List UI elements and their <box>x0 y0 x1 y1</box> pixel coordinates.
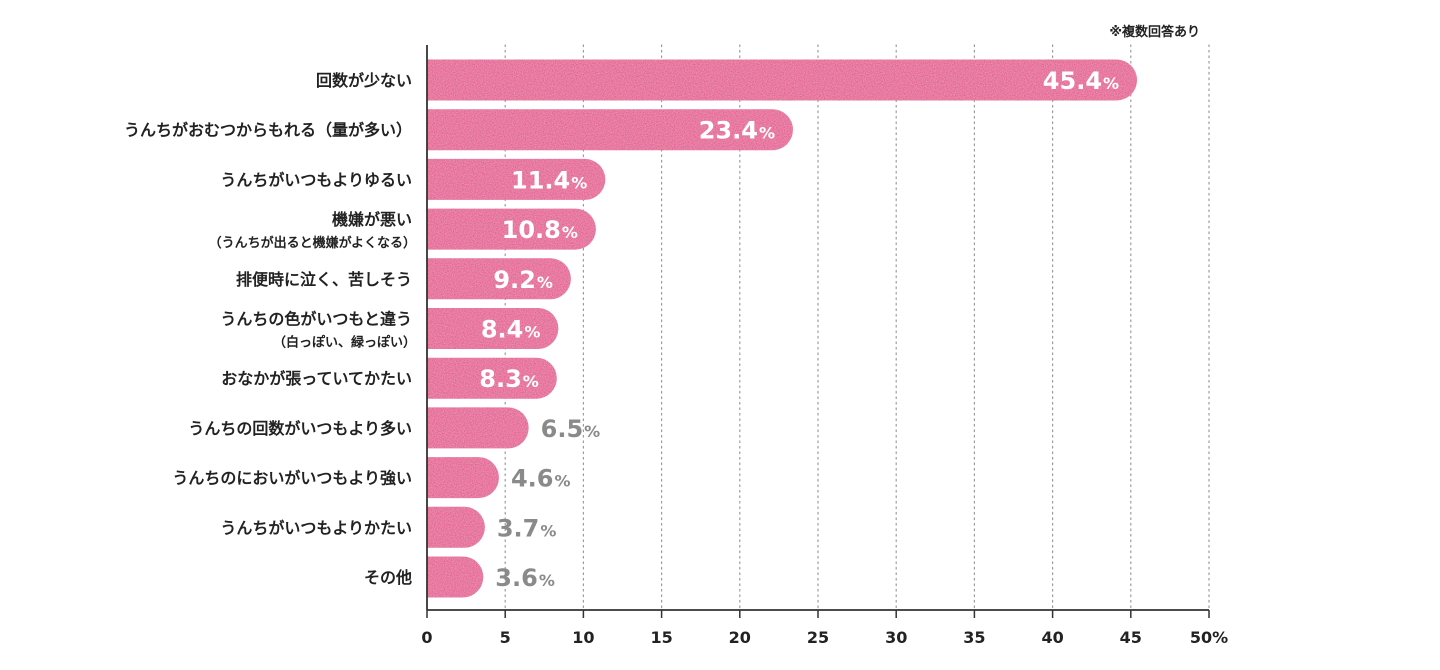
category-label: うんちがいつもよりかたい <box>220 518 412 537</box>
category-label: その他 <box>364 568 412 587</box>
bar <box>427 258 571 300</box>
category-label: 排便時に泣く、苦しそう <box>236 270 412 289</box>
data-label: 4.6% <box>511 465 571 493</box>
axes <box>426 45 1210 618</box>
category-sublabel: （白っぽい、緑っぽい） <box>273 335 416 351</box>
category-label: 機嫌が悪い <box>332 210 412 229</box>
data-label: 3.6% <box>495 564 555 592</box>
data-label: 3.7% <box>497 514 557 542</box>
data-label: 8.3% <box>479 365 539 393</box>
bar <box>427 556 484 598</box>
bar <box>427 457 499 499</box>
data-label: 45.4% <box>1043 67 1119 95</box>
category-label: 回数が少ない <box>316 71 412 90</box>
x-tick-label: 20 <box>729 628 751 647</box>
data-label: 8.4% <box>481 316 541 344</box>
category-label: おなかが張っていてかたい <box>221 369 412 388</box>
x-tick-label: 45 <box>1120 628 1142 647</box>
x-tick-label: 25 <box>807 628 829 647</box>
category-label: うんちのにおいがいつもより強い <box>172 469 412 488</box>
x-tick-label: 50% <box>1190 628 1228 647</box>
x-tick-label: 15 <box>650 628 672 647</box>
data-label: 9.2% <box>493 266 553 294</box>
category-label: うんちの回数がいつもより多い <box>188 419 412 438</box>
x-tick-label: 40 <box>1041 628 1063 647</box>
bar <box>427 208 596 250</box>
category-sublabel: （うんちが出ると機嫌がよくなる） <box>209 235 416 251</box>
bar <box>427 357 557 399</box>
bar <box>427 407 529 449</box>
bar <box>427 158 606 200</box>
bar <box>427 506 485 548</box>
data-label: 6.5% <box>541 415 601 443</box>
x-tick-label: 5 <box>500 628 511 647</box>
category-label: うんちがおむつからもれる（量が多い） <box>124 121 412 140</box>
x-tick-label: 10 <box>572 628 594 647</box>
data-label: 10.8% <box>502 216 578 244</box>
multiple-answers-note: ※複数回答あり <box>1109 24 1200 40</box>
bar <box>427 109 793 151</box>
bars: 45.4% 23.4% 11.4% 10.8% 9.2% 8.4% 8.3%6.5% 4.6%… <box>427 59 1138 598</box>
x-tick-label: 0 <box>421 628 432 647</box>
data-label: 11.4% <box>511 166 587 194</box>
data-label: 23.4% <box>699 117 775 145</box>
category-label: うんちがいつもよりゆるい <box>220 170 412 189</box>
x-tick-labels: 0 5 10 15 20 25 30 35 40 45 50% <box>421 628 1228 647</box>
category-label: うんちの色がいつもと違う <box>220 310 412 329</box>
bar <box>427 59 1138 101</box>
x-tick-label: 35 <box>963 628 985 647</box>
x-tick-label: 30 <box>885 628 907 647</box>
bar <box>427 308 559 349</box>
